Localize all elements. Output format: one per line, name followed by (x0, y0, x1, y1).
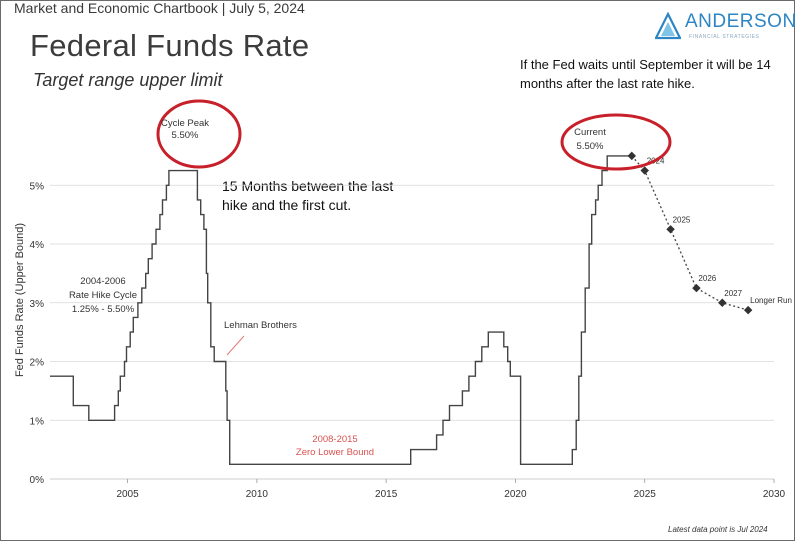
y-axis-label: Fed Funds Rate (Upper Bound) (14, 223, 26, 377)
projection-point (692, 283, 701, 293)
funds-rate-line (50, 155, 632, 465)
x-tick-label: 2005 (116, 489, 139, 500)
y-tick-label: 5% (30, 181, 45, 192)
current-circle (560, 113, 672, 171)
y-tick-label: 1% (30, 416, 45, 427)
cycle-peak-value: 5.50% (172, 130, 199, 141)
y-axis-ticks: 0% 1% 2% 3% 4% 5% (30, 181, 45, 486)
hike-cycle-label: Rate Hike Cycle (69, 290, 137, 301)
lehman-pointer (226, 335, 245, 356)
current-value: 5.50% (577, 141, 604, 152)
projection-point (718, 298, 727, 307)
x-tick-label: 2025 (634, 489, 657, 500)
y-tick-label: 0% (30, 475, 45, 486)
anderson-logo: ANDERSON FINANCIAL STRATEGIES (655, 10, 795, 42)
y-tick-label: 3% (30, 299, 45, 310)
hike-cycle-years: 2004-2006 (80, 276, 125, 287)
triangle-logo-icon (655, 12, 681, 40)
x-tick-label: 2020 (504, 489, 527, 500)
projection-point (743, 305, 753, 315)
series-group (50, 151, 753, 465)
zlb-label: Zero Lower Bound (296, 447, 374, 458)
projection-point (627, 151, 637, 161)
logo-name: ANDERSON (685, 11, 795, 32)
projection-label: 2027 (724, 289, 742, 298)
y-tick-label: 4% (30, 240, 45, 251)
cycle-peak-label: Cycle Peak (161, 118, 209, 129)
zlb-years: 2008-2015 (312, 434, 357, 445)
page-title: Federal Funds Rate (30, 28, 310, 63)
projection-point (666, 225, 675, 234)
cycle-peak-circle (156, 99, 242, 169)
x-tick-label: 2010 (246, 489, 269, 500)
current-label: Current (574, 127, 606, 138)
lehman-label: Lehman Brothers (224, 320, 297, 331)
projection-label: 2026 (698, 274, 716, 283)
x-tick-label: 2030 (763, 489, 786, 500)
x-tick-label: 2015 (375, 489, 398, 500)
months-between-note: 15 Months between the last hike and the … (222, 178, 394, 213)
logo-tagline: FINANCIAL STRATEGIES (689, 34, 760, 40)
x-axis-ticks: 2005 2010 2015 2020 2025 2030 (116, 479, 786, 500)
footnote: Latest data point is Jul 2024 (668, 525, 768, 534)
hike-cycle-range: 1.25% - 5.50% (72, 304, 135, 315)
fed-wait-note: If the Fed waits until September it will… (520, 57, 771, 91)
grid-lines (50, 184, 774, 480)
projection-label: 2025 (673, 215, 691, 224)
projection-label: Longer Run (750, 296, 792, 305)
y-tick-label: 2% (30, 358, 45, 369)
page-subtitle: Target range upper limit (33, 70, 223, 90)
chartbook-header: Market and Economic Chartbook | July 5, … (14, 0, 305, 16)
projection-line (631, 155, 749, 311)
